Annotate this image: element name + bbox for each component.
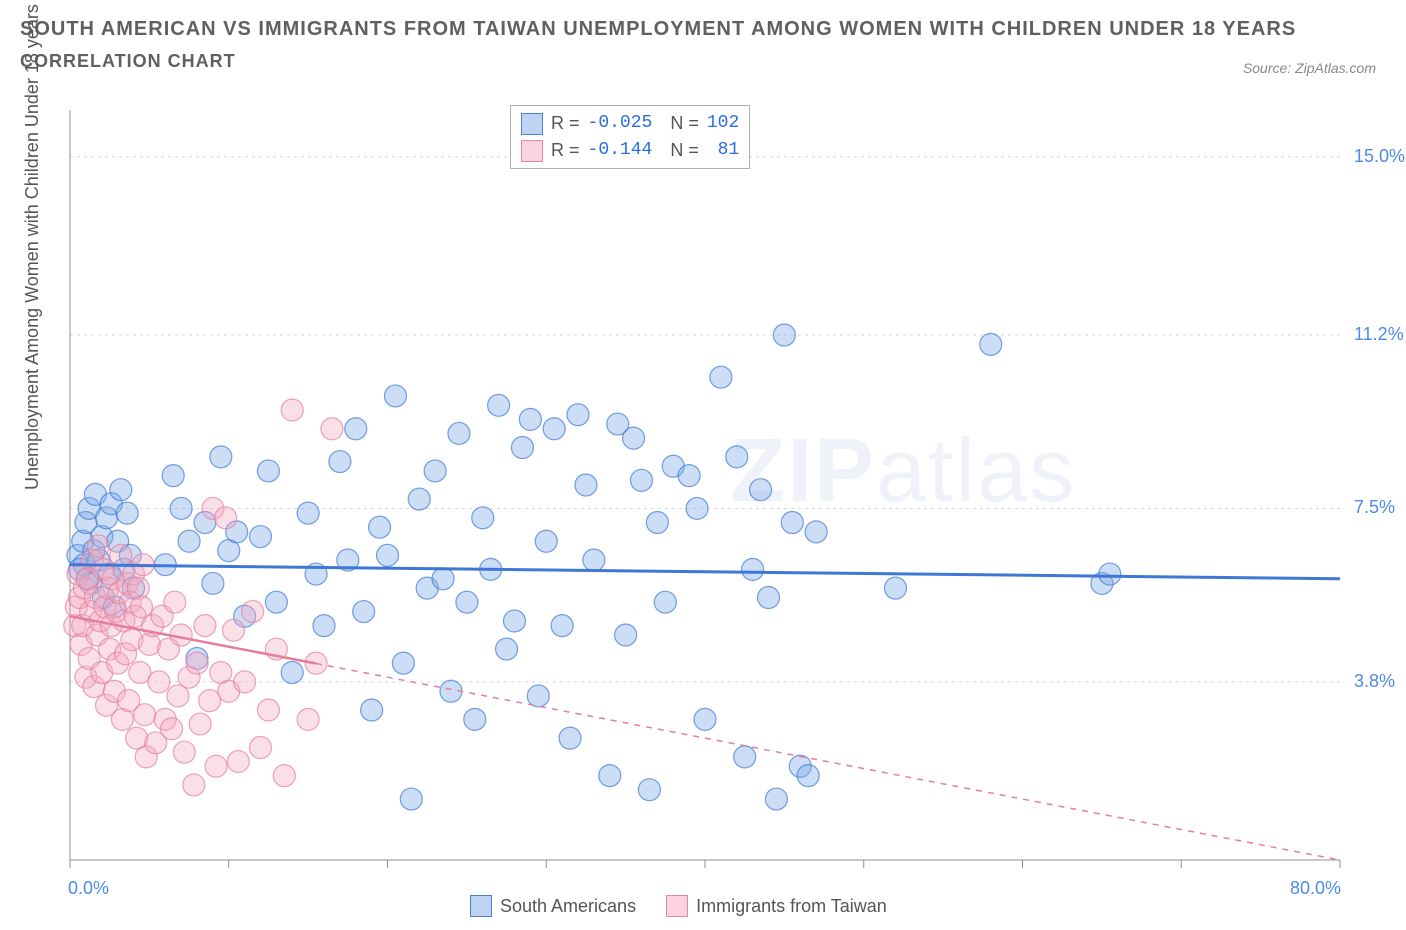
y-tick-label: 15.0%	[1354, 146, 1405, 167]
y-axis-label: Unemployment Among Women with Children U…	[22, 4, 43, 490]
scatter-plot-svg	[60, 100, 1350, 870]
legend-item-blue: South Americans	[470, 895, 636, 917]
stat-row-blue: R = -0.025 N = 102	[521, 110, 739, 137]
legend-swatch-blue-icon	[470, 895, 492, 917]
y-tick-label: 11.2%	[1354, 324, 1404, 345]
source-attribution: Source: ZipAtlas.com	[1243, 60, 1376, 76]
swatch-pink-icon	[521, 140, 543, 162]
y-tick-label: 7.5%	[1354, 497, 1395, 518]
x-min-label: 0.0%	[68, 878, 109, 899]
stat-n-value-blue: 102	[707, 110, 739, 137]
stat-r-label: R =	[551, 137, 580, 164]
source-prefix: Source:	[1243, 60, 1295, 76]
stat-row-pink: R = -0.144 N = 81	[521, 137, 739, 164]
legend-item-pink: Immigrants from Taiwan	[666, 895, 887, 917]
stat-n-label: N =	[660, 110, 699, 137]
chart-title: SOUTH AMERICAN VS IMMIGRANTS FROM TAIWAN…	[20, 18, 1296, 41]
source-name: ZipAtlas.com	[1295, 60, 1376, 76]
stat-r-value-pink: -0.144	[588, 137, 653, 164]
chart-container: SOUTH AMERICAN VS IMMIGRANTS FROM TAIWAN…	[0, 0, 1406, 930]
legend-swatch-pink-icon	[666, 895, 688, 917]
swatch-blue-icon	[521, 113, 543, 135]
chart-plot-area	[60, 100, 1360, 870]
x-max-label: 80.0%	[1290, 878, 1341, 899]
correlation-stats-box: R = -0.025 N = 102 R = -0.144 N = 81	[510, 105, 750, 169]
stat-n-value-pink: 81	[707, 137, 739, 164]
stat-r-value-blue: -0.025	[588, 110, 653, 137]
stat-r-label: R =	[551, 110, 580, 137]
legend-label-blue: South Americans	[500, 896, 636, 917]
stat-n-label: N =	[660, 137, 699, 164]
chart-subtitle: CORRELATION CHART	[20, 51, 1296, 72]
legend-bottom: South Americans Immigrants from Taiwan	[470, 895, 887, 917]
title-block: SOUTH AMERICAN VS IMMIGRANTS FROM TAIWAN…	[20, 18, 1296, 72]
legend-label-pink: Immigrants from Taiwan	[696, 896, 887, 917]
y-tick-label: 3.8%	[1354, 671, 1395, 692]
